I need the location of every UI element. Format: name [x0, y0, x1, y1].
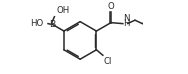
- Text: OH: OH: [56, 6, 69, 15]
- Text: Cl: Cl: [104, 57, 112, 66]
- Text: N: N: [123, 14, 130, 23]
- Text: HO: HO: [30, 19, 43, 28]
- Text: O: O: [107, 2, 114, 11]
- Text: H: H: [123, 19, 130, 28]
- Text: B: B: [49, 20, 55, 29]
